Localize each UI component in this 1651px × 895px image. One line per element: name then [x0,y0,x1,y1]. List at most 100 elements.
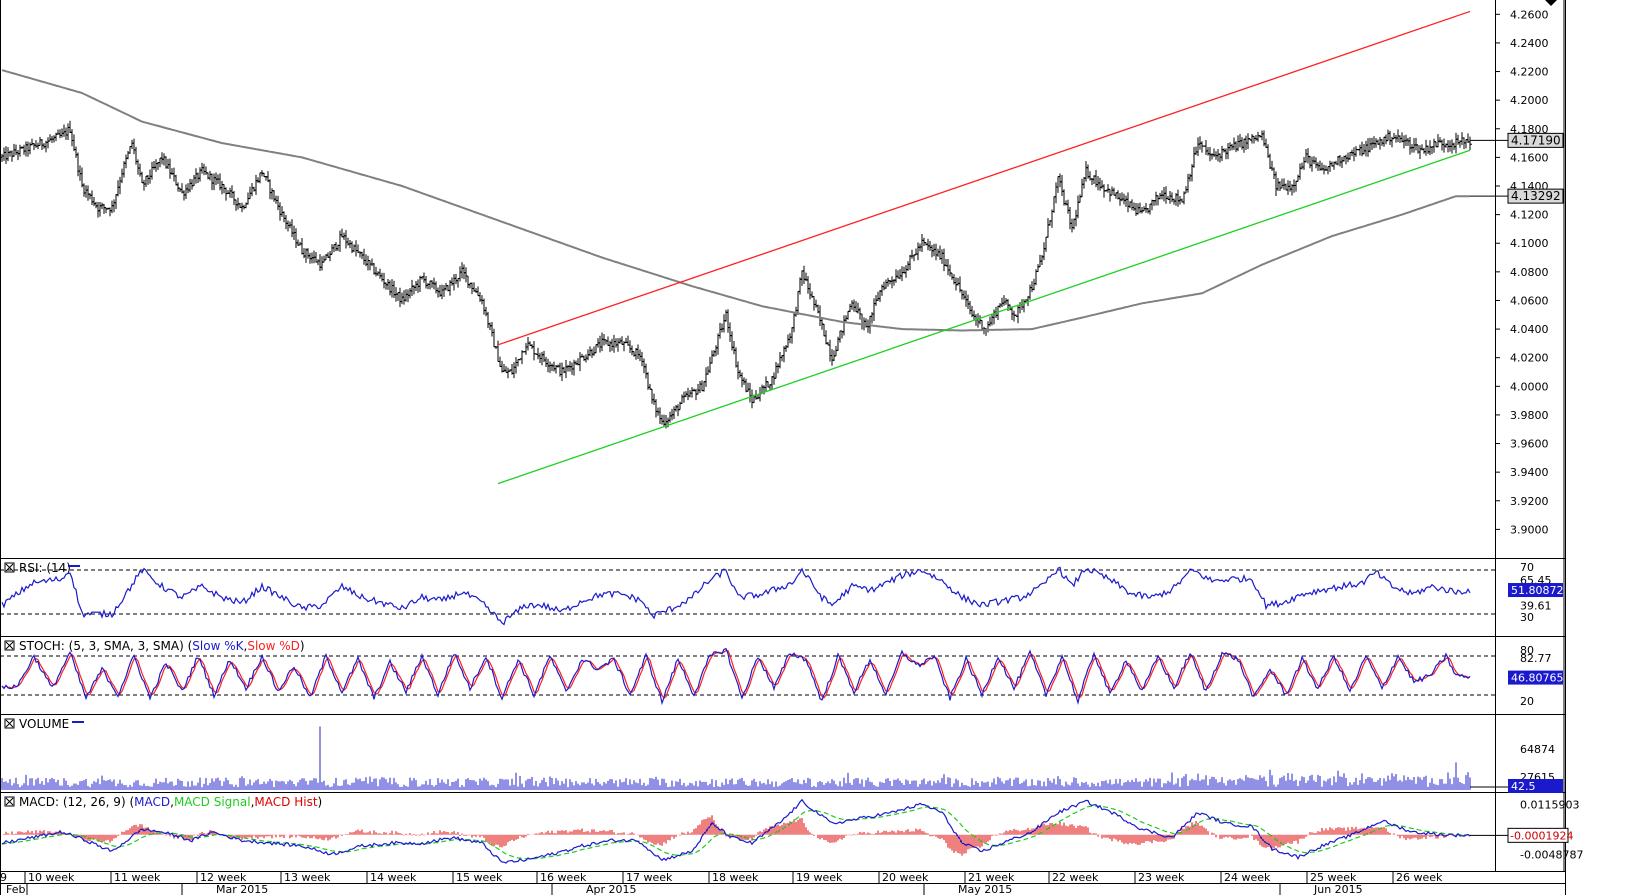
last-price-label: 4.17190 [1511,133,1561,147]
scale-label: 20 [1520,695,1534,708]
scale-label: -0.0048787 [1520,848,1583,861]
ma-value-label: 4.13292 [1511,189,1561,203]
week-label: 10 week [28,871,75,884]
month-label: May 2015 [958,883,1012,895]
price-tick-label: 4.0400 [1510,323,1549,336]
scale-label: 80 [1520,644,1534,657]
scroll-arrow-icon[interactable] [1545,0,1557,6]
week-label: 24 week [1224,871,1271,884]
macd-value-label: -0.0001924 [1510,829,1573,842]
price-tick-label: 3.9200 [1510,495,1549,508]
indicator-value-label: 51.80872 [1511,584,1564,597]
channel-upper-line [497,10,1471,346]
week-label: 17 week [626,871,673,884]
price-tick-label: 3.9400 [1510,466,1549,479]
macd-signal-label: MACD Signal [174,795,251,809]
price-tick-label: 4.0600 [1510,294,1549,307]
price-tick-label: 4.1200 [1510,209,1549,222]
rsi-label: RSI: (14) [19,561,71,575]
volume-label: VOLUME [19,717,69,731]
price-axis: 4.26004.24004.22004.20004.18004.16004.14… [1495,0,1549,871]
macd-label-sep2: , [251,795,255,809]
week-label: 15 week [456,871,503,884]
macd-label-suffix: ) [318,795,323,809]
scale-label: 64874 [1520,743,1555,756]
panel-frames [0,0,1566,895]
time-axis: 9 10 week 11 week 12 week 13 week 14 week 15 w… [0,871,1443,895]
stoch-label-sep: , [244,639,248,653]
price-tick-label: 4.1800 [1510,123,1549,136]
ma-value-box [1507,188,1564,204]
month-label: Feb [6,883,25,895]
macd-axis: 0.0115903 -0.0048787 -0.0001924 [1470,798,1583,861]
week-label: 18 week [712,871,759,884]
month-label: Apr 2015 [586,883,637,895]
macd-line [1,798,1471,864]
indicator-value-box [1508,779,1563,793]
price-tick-label: 3.9600 [1510,438,1549,451]
macd-value-box [1507,827,1569,843]
price-tick-label: 4.0200 [1510,352,1549,365]
week-label: 14 week [370,871,417,884]
scale-label: 82.77 [1520,652,1552,665]
stoch-k-label: Slow %K [192,639,244,653]
rsi-line [1,566,1471,626]
scale-label: 70 [1520,561,1534,574]
stoch-k-line [1,647,1471,706]
indicator-value-label: 46.80765 [1511,672,1564,685]
week-label: 21 week [968,871,1015,884]
price-tick-label: 4.2400 [1510,37,1549,50]
channel-lower-line [497,149,1471,485]
week-label: 22 week [1052,871,1099,884]
price-tick-label: 4.2000 [1510,94,1549,107]
macd-label-prefix: MACD: (12, 26, 9) ( [19,795,134,809]
week-label: 13 week [284,871,331,884]
price-tick-label: 4.0000 [1510,380,1549,393]
macd-line-label: MACD [134,795,170,809]
last-price-box [1507,132,1564,148]
scale-label: 0.0115903 [1520,798,1580,811]
macd-signal-line [1,805,1471,860]
week-label: 23 week [1138,871,1185,884]
week-label: 20 week [882,871,929,884]
week-label: 25 week [1310,871,1357,884]
moving-average-line [1,69,1470,332]
week-label: 9 [0,871,7,884]
week-label: 19 week [796,871,843,884]
volume-collapse-icon[interactable] [4,718,15,729]
rsi-collapse-icon[interactable] [4,562,15,573]
week-label: 26 week [1396,871,1443,884]
week-label: 12 week [200,871,247,884]
price-tick-label: 4.1000 [1510,237,1549,250]
macd-panel: MACD: (12, 26, 9) (MACD,MACD Signal,MACD… [1,795,1583,864]
stoch-d-line [1,650,1471,699]
stoch-d-label: Slow %D [247,639,300,653]
candlestick-series [0,120,1472,429]
stoch-collapse-icon[interactable] [4,640,15,651]
indicator-value-label: 42.5 [1511,780,1536,793]
macd-collapse-icon[interactable] [4,796,15,807]
price-tick-label: 4.2600 [1510,8,1549,21]
stoch-label-prefix: STOCH: (5, 3, SMA, 3, SMA) ( [19,639,192,653]
scale-label: 39.61 [1520,599,1552,612]
macd-label: MACD: (12, 26, 9) (MACD,MACD Signal,MACD… [19,795,322,809]
price-tick-label: 4.0800 [1510,266,1549,279]
month-label: Jun 2015 [1313,883,1363,895]
week-label: 16 week [540,871,587,884]
stoch-label-suffix: ) [300,639,305,653]
scale-label: 30 [1520,611,1534,624]
price-tick-label: 4.1600 [1510,151,1549,164]
week-label: 11 week [114,871,161,884]
indicator-value-box [1508,670,1563,685]
macd-hist-label: MACD Hist [254,795,317,809]
macd-label-sep1: , [170,795,174,809]
month-label: Mar 2015 [216,883,268,895]
volume-bars [1,726,1471,790]
stoch-label: STOCH: (5, 3, SMA, 3, SMA) (Slow %K,Slow… [19,639,305,653]
